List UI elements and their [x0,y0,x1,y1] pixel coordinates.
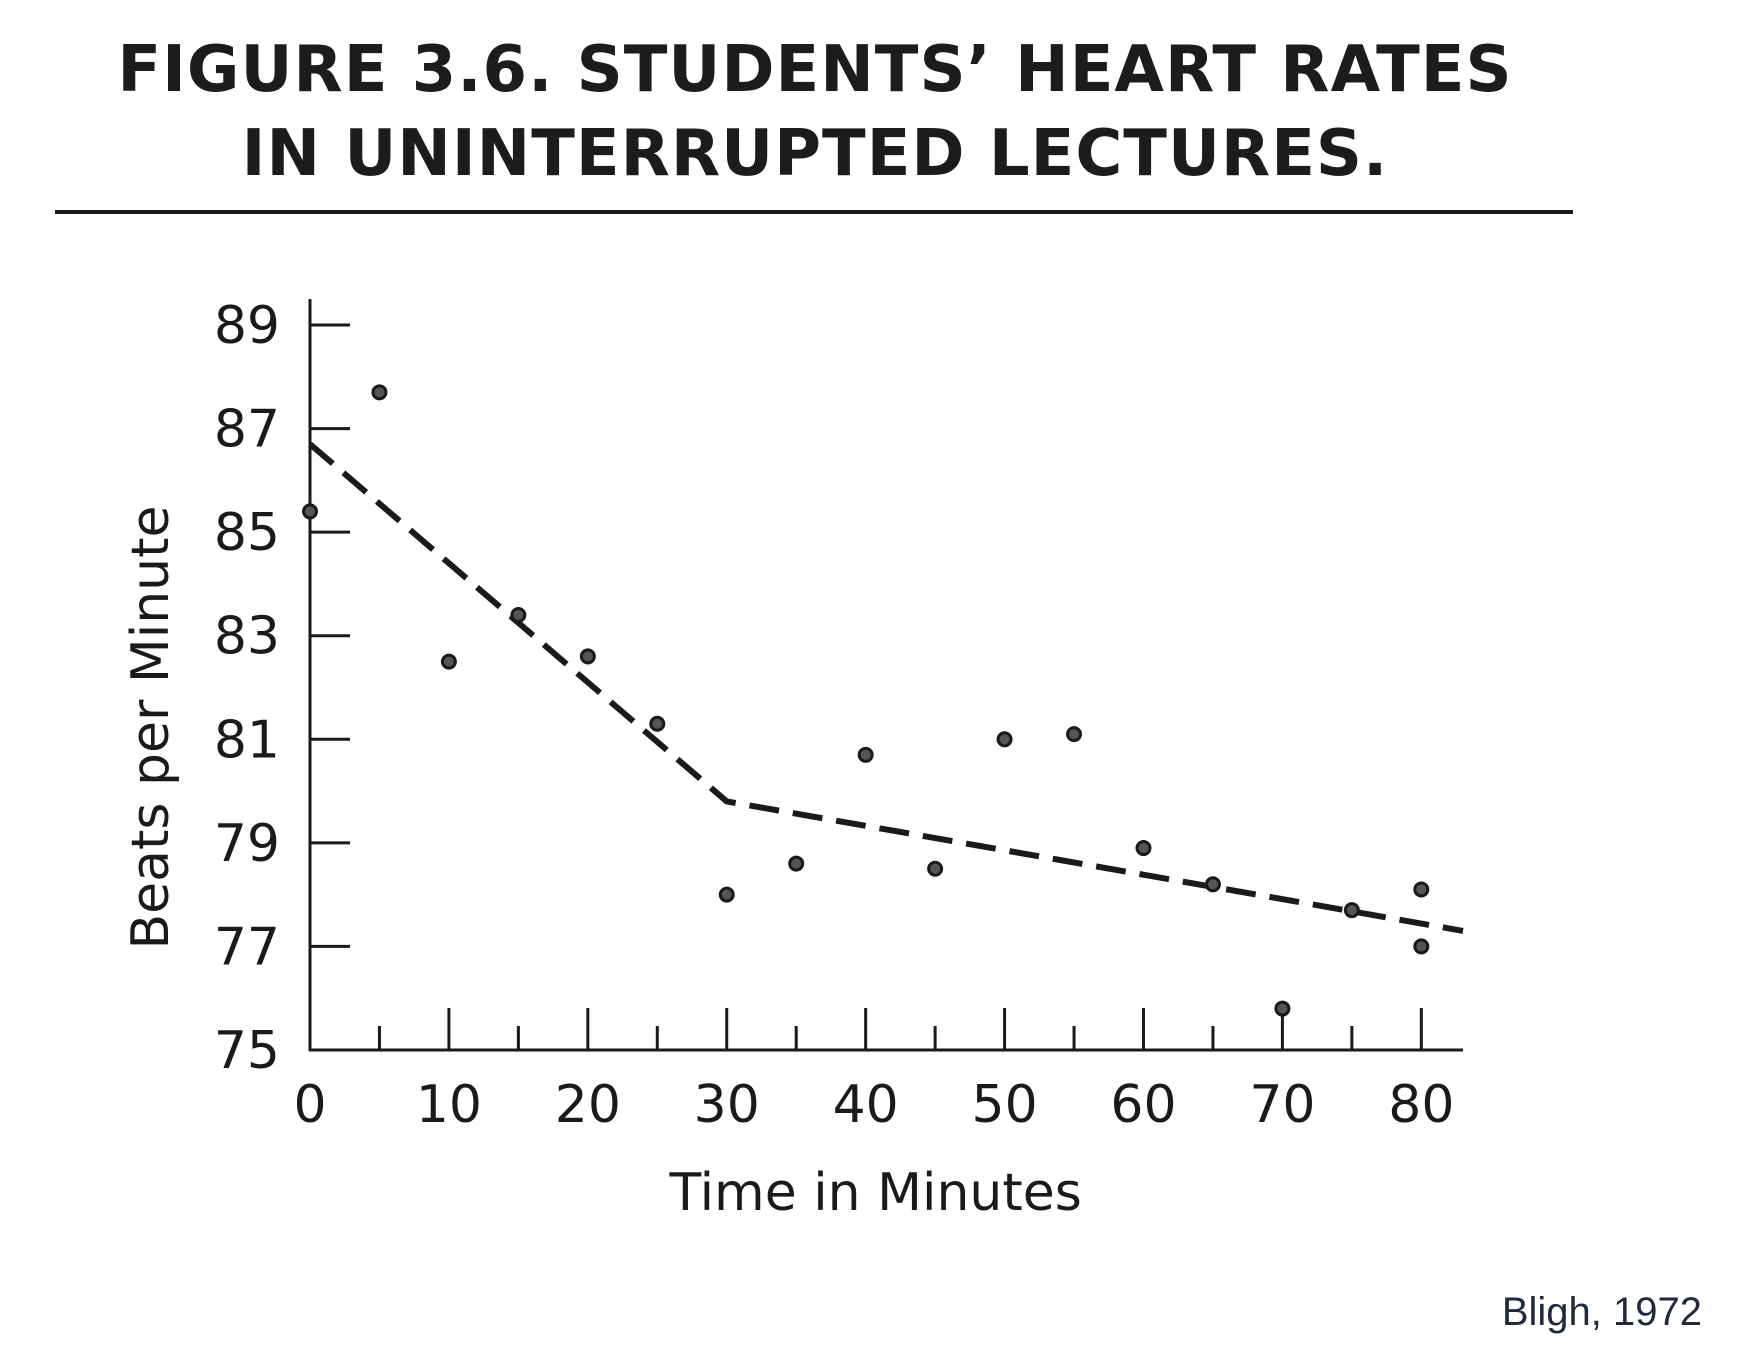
x-tick-label-80: 80 [1388,1075,1454,1135]
y-axis-title: Beats per Minute [121,505,181,949]
data-point-5 [649,715,666,732]
x-tick-label-20: 20 [555,1075,621,1135]
data-point-13 [1204,876,1221,893]
y-tick-label-81: 81 [214,710,280,770]
y-tick-label-83: 83 [214,607,280,667]
y-tick-label-85: 85 [214,503,280,563]
data-point-16 [1413,881,1430,898]
chart-trend-line [308,441,1464,934]
data-point-17 [1413,938,1430,955]
data-point-2 [440,653,457,670]
chart-axes [308,299,1463,1052]
data-point-6 [718,886,735,903]
data-point-9 [927,860,944,877]
data-point-0 [302,503,318,520]
x-tick-label-30: 30 [694,1075,760,1135]
chart-points [302,384,1430,1017]
y-tick-label-87: 87 [214,400,280,460]
figure-title: FIGURE 3.6. STUDENTS’ HEART RATES IN UNI… [50,28,1580,196]
figure-title-line-1: FIGURE 3.6. STUDENTS’ HEART RATES [117,33,1513,107]
data-point-8 [857,746,874,763]
data-point-1 [371,384,388,401]
data-point-12 [1135,840,1152,857]
x-tick-label-0: 0 [293,1075,326,1135]
data-point-3 [510,607,527,623]
y-tick-label-75: 75 [214,1021,280,1081]
y-tick-label-79: 79 [214,814,280,874]
x-tick-label-70: 70 [1249,1075,1315,1135]
data-point-7 [788,855,805,872]
y-tick-label-89: 89 [214,296,280,356]
data-point-15 [1343,902,1360,919]
y-tick-label-77: 77 [214,917,280,977]
x-tick-label-10: 10 [416,1075,482,1135]
x-tick-label-60: 60 [1110,1075,1176,1135]
data-point-11 [1066,726,1083,743]
chart-ticks [308,323,1423,1052]
title-divider [55,210,1573,214]
source-credit: Bligh, 1972 [1501,1290,1702,1334]
chart-tick-labels: 75 77 79 81 83 85 87 89 0 10 20 30 40 50 60 70 80 [214,296,1455,1135]
trend-line [308,441,1464,934]
x-tick-label-50: 50 [971,1075,1037,1135]
data-point-4 [579,648,596,665]
data-point-10 [996,731,1013,748]
x-axis-title: Time in Minutes [668,1163,1081,1223]
figure-title-line-2: IN UNINTERRUPTED LECTURES. [241,117,1389,191]
x-tick-label-40: 40 [833,1075,899,1135]
data-point-14 [1274,1000,1291,1017]
